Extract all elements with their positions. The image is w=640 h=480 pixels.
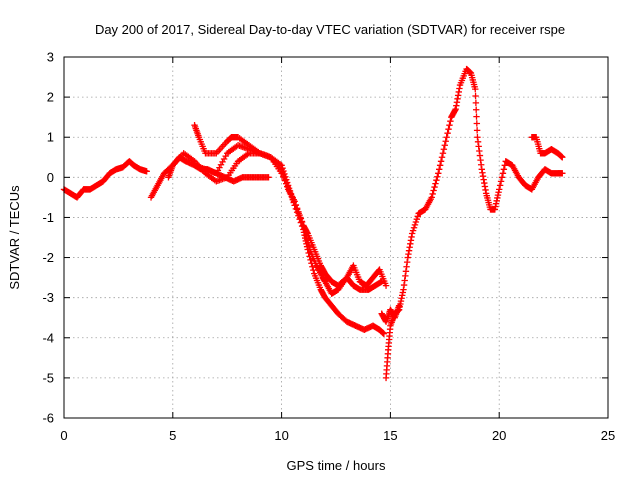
series-track-7 — [378, 302, 403, 325]
series-track-6 — [382, 65, 566, 382]
y-tick-label: 0 — [47, 170, 54, 185]
series-track-3 — [165, 150, 388, 337]
series-track-5 — [191, 142, 385, 293]
y-tick-label: -5 — [42, 370, 54, 385]
data-points — [60, 65, 566, 382]
data-point — [305, 242, 313, 250]
data-point — [473, 113, 480, 120]
y-tick-label: -3 — [42, 290, 54, 305]
data-point — [414, 213, 421, 220]
data-point — [378, 278, 385, 285]
data-point — [409, 227, 417, 234]
series-track-8 — [528, 134, 566, 161]
data-point — [289, 194, 296, 201]
data-point — [431, 183, 438, 191]
data-point — [472, 106, 480, 113]
data-point — [143, 168, 150, 175]
data-point — [290, 198, 298, 205]
data-point — [472, 92, 479, 100]
plot-frame — [63, 56, 609, 419]
y-axis-label: SDTVAR / TECUs — [7, 185, 22, 290]
grid — [64, 57, 608, 418]
data-point — [438, 154, 446, 161]
data-point — [473, 127, 481, 134]
data-point — [310, 266, 317, 274]
data-point — [473, 120, 481, 127]
y-tick-label: 2 — [47, 90, 54, 105]
data-point — [434, 173, 441, 180]
data-point — [559, 154, 566, 161]
data-point — [499, 170, 507, 177]
data-point — [286, 187, 293, 194]
data-point — [437, 158, 445, 165]
data-point — [496, 186, 503, 193]
data-point — [380, 330, 388, 337]
data-point — [408, 230, 416, 237]
y-tick-label: -1 — [42, 210, 54, 225]
data-point — [442, 138, 449, 145]
data-point — [429, 190, 436, 198]
series-track-1 — [60, 158, 150, 201]
x-tick-label: 15 — [383, 428, 397, 443]
data-point — [447, 117, 454, 125]
data-point — [295, 210, 302, 217]
y-tick-label: -2 — [42, 250, 54, 265]
data-point — [435, 170, 442, 177]
data-point — [498, 174, 506, 181]
x-axis-label: GPS time / hours — [287, 458, 386, 473]
data-point — [293, 206, 301, 213]
data-point — [278, 170, 285, 177]
data-point — [446, 121, 453, 129]
data-point — [432, 180, 439, 187]
series-track-4 — [191, 121, 390, 297]
data-point — [496, 182, 504, 189]
y-tick-label: 3 — [47, 50, 54, 65]
data-point — [297, 214, 304, 221]
x-tick-label: 5 — [169, 428, 176, 443]
data-point — [500, 166, 508, 173]
data-point — [395, 302, 403, 309]
data-point — [428, 194, 435, 201]
x-tick-label: 0 — [60, 428, 67, 443]
chart-title: Day 200 of 2017, Sidereal Day-to-day VTE… — [95, 22, 565, 37]
data-point — [559, 170, 566, 177]
data-point — [501, 162, 508, 169]
data-point — [439, 150, 447, 157]
data-point — [433, 176, 440, 184]
data-point — [298, 218, 306, 225]
data-point — [287, 190, 295, 198]
data-point — [279, 173, 287, 180]
data-point — [283, 180, 290, 187]
data-point — [472, 99, 480, 107]
x-tick-label: 10 — [274, 428, 288, 443]
data-point — [445, 126, 452, 133]
data-point — [307, 256, 314, 264]
data-point — [436, 162, 444, 169]
y-tick-label: -6 — [42, 411, 54, 426]
data-point — [412, 218, 420, 226]
x-tick-label: 20 — [492, 428, 506, 443]
axis-ticks: 0 5 10 15 20 25 -6 -5 -4 -3 -2 -1 0 1 2 3 — [42, 50, 615, 444]
data-point — [292, 202, 299, 209]
data-point — [430, 187, 437, 194]
data-point — [472, 85, 479, 93]
data-point — [413, 215, 421, 223]
data-point — [410, 224, 418, 231]
data-point — [441, 142, 448, 149]
y-tick-label: 1 — [47, 130, 54, 145]
y-tick-label: -4 — [42, 330, 54, 345]
data-point — [411, 221, 419, 229]
data-point — [444, 130, 451, 137]
data-point — [440, 146, 448, 153]
data-point — [382, 282, 390, 289]
data-point — [284, 183, 292, 191]
data-point — [281, 176, 288, 184]
data-point — [265, 174, 272, 181]
data-point — [497, 178, 505, 185]
data-point — [443, 134, 450, 141]
x-tick-label: 25 — [601, 428, 615, 443]
data-point — [436, 166, 443, 173]
